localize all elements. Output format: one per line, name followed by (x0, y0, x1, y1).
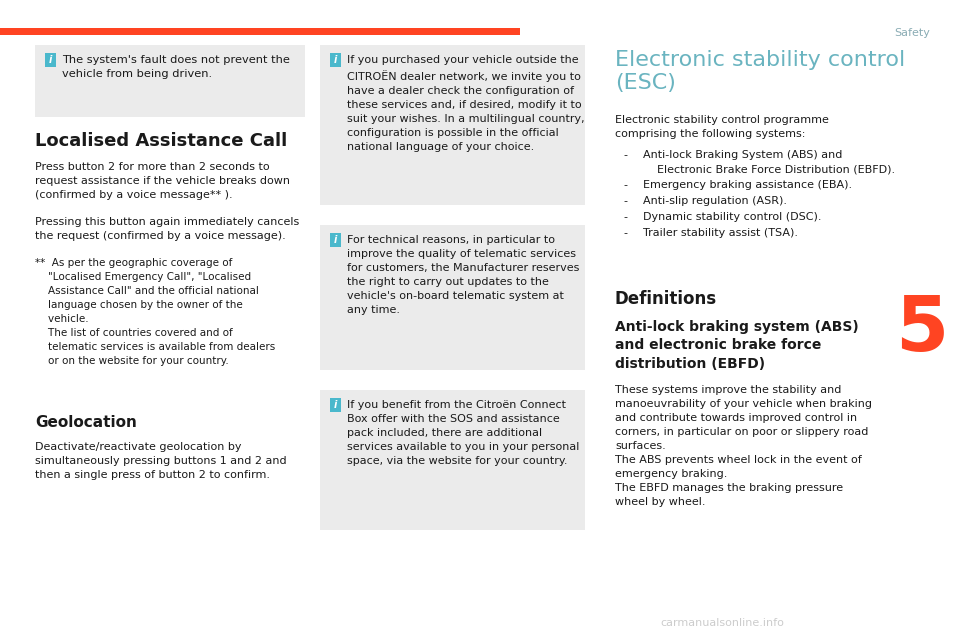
Text: i: i (334, 235, 337, 245)
Text: Anti-lock Braking System (ABS) and
    Electronic Brake Force Distribution (EBFD: Anti-lock Braking System (ABS) and Elect… (643, 150, 895, 174)
Text: Safety: Safety (894, 28, 930, 38)
Text: Deactivate/reactivate geolocation by
simultaneously pressing buttons 1 and 2 and: Deactivate/reactivate geolocation by sim… (35, 442, 287, 480)
Text: If you benefit from the Citroën Connect
Box offer with the SOS and assistance
pa: If you benefit from the Citroën Connect … (347, 400, 580, 466)
Bar (0, 28, 520, 35)
Text: Definitions: Definitions (615, 290, 717, 308)
Text: Anti-slip regulation (ASR).: Anti-slip regulation (ASR). (643, 196, 787, 206)
Text: -: - (623, 212, 627, 222)
Text: **  As per the geographic coverage of
    "Localised Emergency Call", "Localised: ** As per the geographic coverage of "Lo… (35, 258, 276, 366)
Text: The system's fault does not prevent the
vehicle from being driven.: The system's fault does not prevent the … (62, 55, 290, 79)
Text: 5: 5 (895, 293, 948, 367)
Text: Dynamic stability control (DSC).: Dynamic stability control (DSC). (643, 212, 822, 222)
Text: Emergency braking assistance (EBA).: Emergency braking assistance (EBA). (643, 180, 852, 190)
Bar (330, 398, 341, 412)
Text: Electronic stability control programme
comprising the following systems:: Electronic stability control programme c… (615, 115, 828, 139)
Text: i: i (49, 55, 52, 65)
Text: -: - (623, 196, 627, 206)
Text: carmanualsonline.info: carmanualsonline.info (660, 618, 784, 628)
Text: Anti-lock braking system (ABS)
and electronic brake force
distribution (EBFD): Anti-lock braking system (ABS) and elect… (615, 320, 859, 371)
Text: i: i (334, 55, 337, 65)
Text: Trailer stability assist (TSA).: Trailer stability assist (TSA). (643, 228, 798, 238)
Bar (330, 233, 341, 247)
Text: i: i (334, 400, 337, 410)
Text: Pressing this button again immediately cancels
the request (confirmed by a voice: Pressing this button again immediately c… (35, 217, 300, 241)
Text: -: - (623, 228, 627, 238)
Text: For technical reasons, in particular to
improve the quality of telematic service: For technical reasons, in particular to … (347, 235, 580, 315)
Text: -: - (623, 180, 627, 190)
Text: Electronic stability control
(ESC): Electronic stability control (ESC) (615, 50, 905, 93)
Text: These systems improve the stability and
manoeuvrability of your vehicle when bra: These systems improve the stability and … (615, 385, 872, 507)
Text: -: - (623, 150, 627, 160)
Bar (320, 225, 585, 370)
Bar (320, 45, 585, 205)
Text: If you purchased your vehicle outside the
CITROËN dealer network, we invite you : If you purchased your vehicle outside th… (347, 55, 585, 152)
Text: Localised Assistance Call: Localised Assistance Call (35, 132, 287, 150)
Text: Press button 2 for more than 2 seconds to
request assistance if the vehicle brea: Press button 2 for more than 2 seconds t… (35, 162, 290, 200)
Text: Geolocation: Geolocation (35, 415, 137, 430)
Bar (320, 390, 585, 530)
Bar (35, 45, 305, 117)
Bar (330, 53, 341, 67)
Bar (45, 53, 56, 67)
